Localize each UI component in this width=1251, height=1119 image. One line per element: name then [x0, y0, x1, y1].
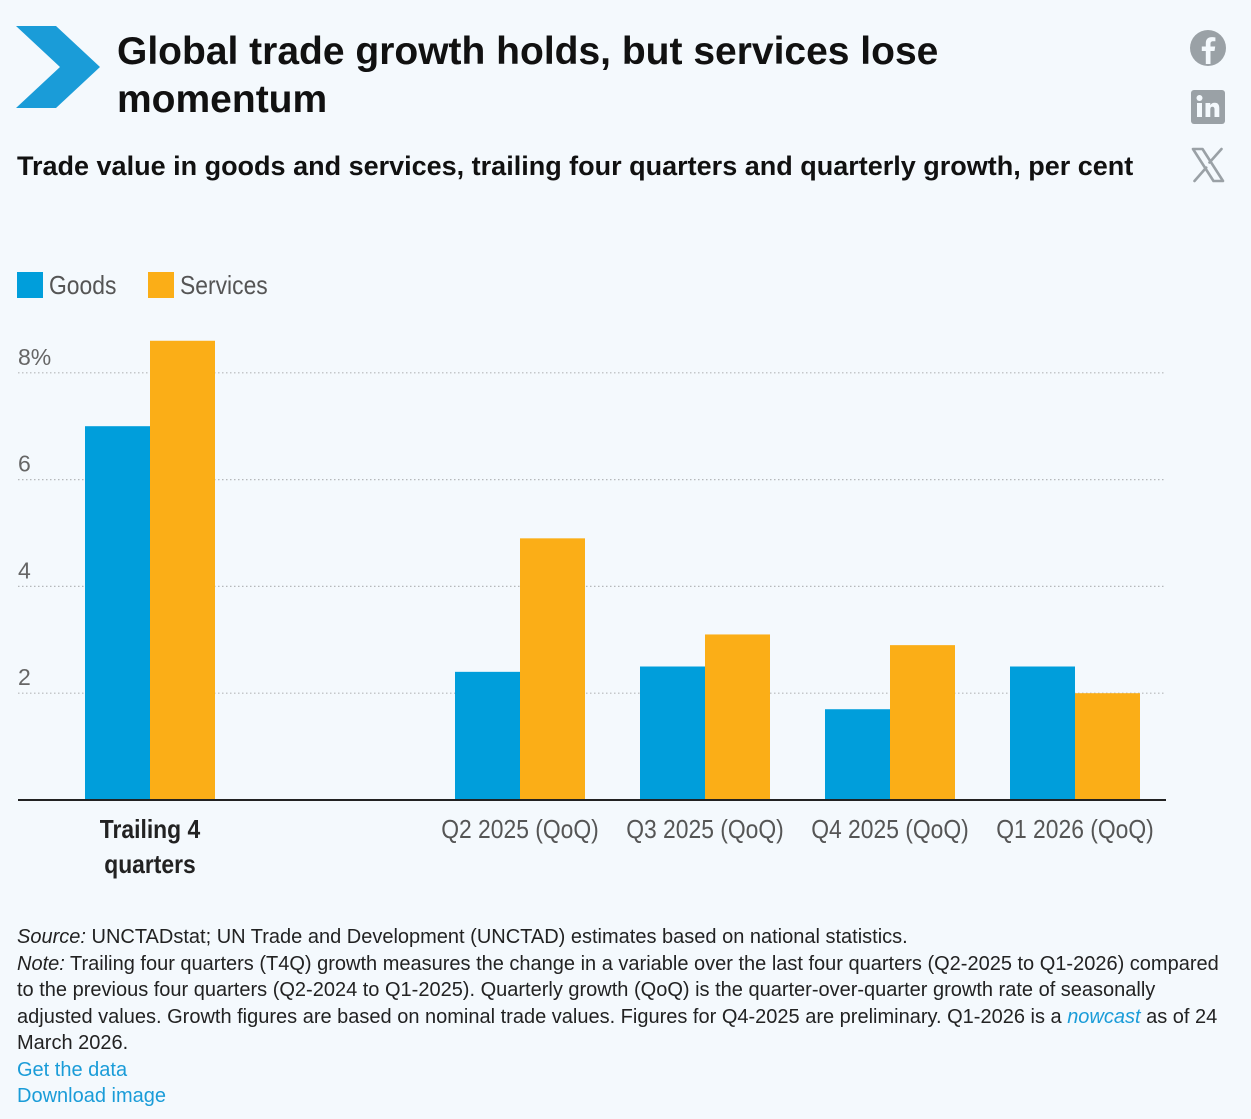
facebook-icon[interactable]	[1188, 28, 1228, 68]
nowcast-link[interactable]: nowcast	[1067, 1005, 1141, 1028]
note-line: Note: Trailing four quarters (T4Q) growt…	[17, 951, 1232, 1057]
source-text: UNCTADstat; UN Trade and Development (UN…	[85, 926, 908, 948]
legend-item-services: Services	[147, 269, 280, 301]
y-tick-label: 6	[18, 451, 31, 477]
bar-goods	[85, 426, 150, 800]
source-line: Source: UNCTADstat; UN Trade and Develop…	[17, 924, 1232, 951]
x-icon[interactable]	[1188, 145, 1228, 185]
legend-label-goods: Goods	[49, 269, 117, 300]
legend-item-goods: Goods	[17, 270, 126, 301]
linkedin-icon[interactable]	[1188, 87, 1228, 127]
note-tail: as of 24 March 2026.	[17, 1005, 1218, 1055]
source-label: Source:	[17, 926, 86, 948]
download-image-link[interactable]: Download image	[17, 1085, 166, 1107]
bar-goods	[825, 709, 890, 800]
legend-swatch-goods	[17, 272, 43, 298]
legend-swatch-services	[147, 272, 174, 298]
bar-services	[705, 634, 770, 800]
chevron-arrow-logo-icon	[16, 26, 100, 108]
chart-subtitle: Trade value in goods and services, trail…	[17, 151, 1134, 181]
bar-goods	[1010, 666, 1075, 800]
note-text: Trailing four quarters (T4Q) growth meas…	[17, 952, 1219, 1028]
y-tick-label: 8%	[18, 344, 51, 370]
y-tick-label: 4	[18, 557, 31, 583]
y-tick-label: 2	[18, 664, 31, 690]
bar-services	[520, 538, 585, 800]
legend-label-services: Services	[179, 269, 268, 300]
chart-title: Global trade growth holds, but services …	[117, 30, 939, 121]
chart-legend: Goods Services	[17, 265, 301, 305]
x-tick-label: Q2 2025 (QoQ)	[441, 816, 599, 845]
x-tick-label: Trailing 4	[100, 816, 201, 845]
chart-notes: Source: UNCTADstat; UN Trade and Develop…	[17, 924, 1232, 1110]
note-label: Note:	[17, 952, 65, 975]
x-tick-label: quarters	[104, 851, 195, 880]
bar-services	[890, 645, 955, 800]
x-tick-label: Q4 2025 (QoQ)	[811, 816, 969, 845]
bar-goods	[455, 671, 520, 800]
x-tick-label: Q3 2025 (QoQ)	[626, 816, 784, 845]
bar-services	[150, 340, 215, 800]
bar-services	[1075, 693, 1140, 800]
bar-goods	[640, 666, 705, 800]
bar-chart: 2 4 6 8% Trailing 4 quarters Q2 2025 (QoQ) Q3 2…	[18, 340, 1166, 880]
x-tick-label: Q1 2026 (QoQ)	[996, 816, 1154, 845]
get-the-data-link[interactable]: Get the data	[17, 1058, 128, 1081]
